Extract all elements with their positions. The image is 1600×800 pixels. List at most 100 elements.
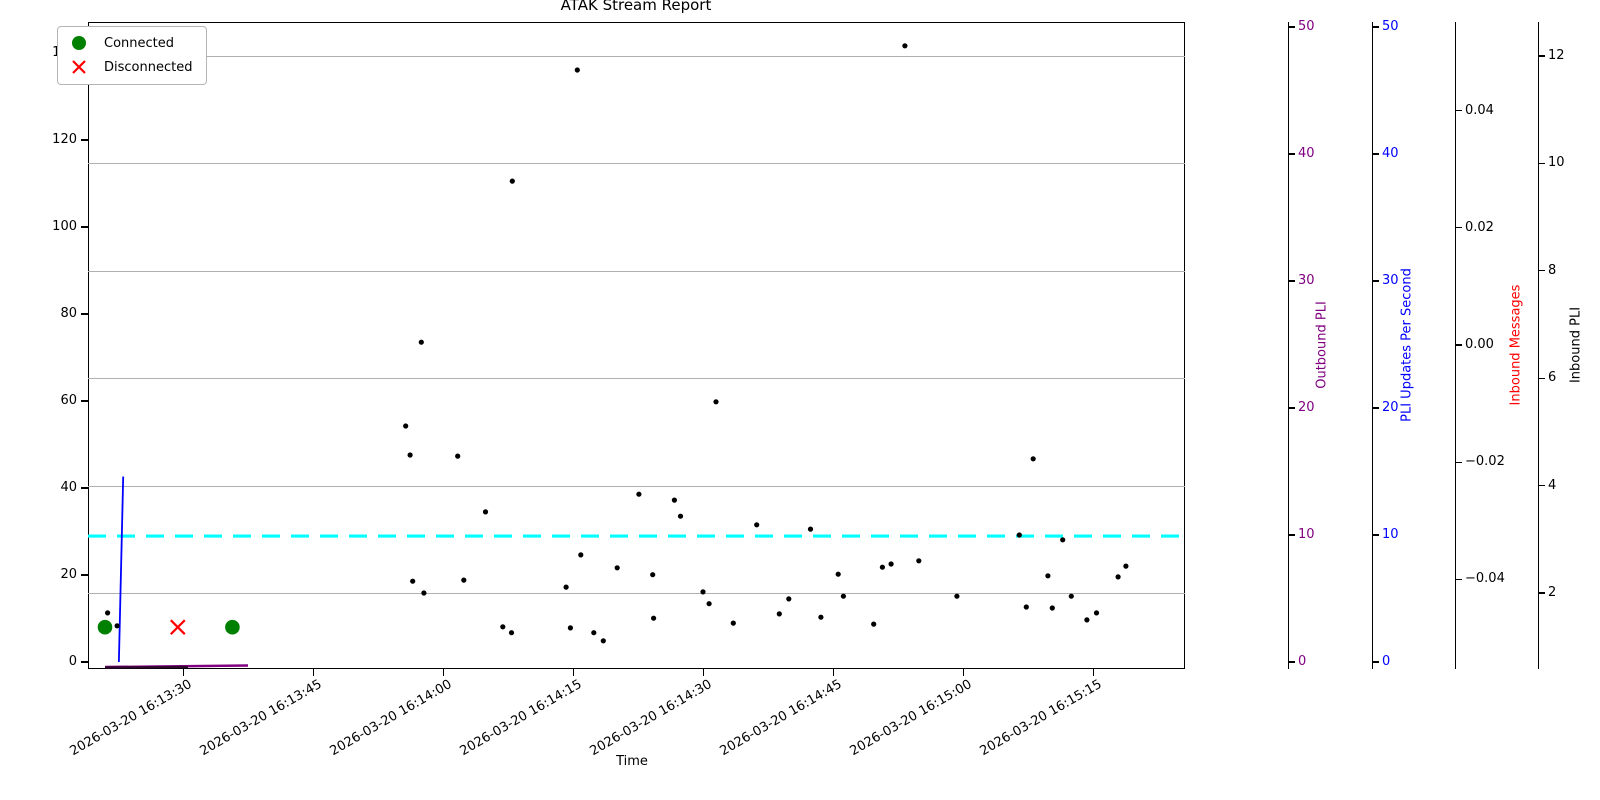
right-axis-tick-label: 10	[1548, 155, 1565, 171]
right-axis-tick	[1456, 578, 1462, 581]
right-axis-tick	[1373, 26, 1379, 28]
right-axis-tick-label: 0	[1298, 654, 1307, 669]
y-tick-label: 0	[68, 654, 77, 669]
right-axis-spine	[1372, 22, 1374, 669]
right-axis-tick-label: 0	[1382, 654, 1391, 669]
right-axis-tick-label: 50	[1298, 19, 1315, 34]
right-axis-tick	[1456, 344, 1462, 346]
right-axis-tick	[1539, 377, 1545, 379]
right-axis-title: Outbound PLI	[1314, 301, 1330, 389]
right-axis-tick-label: 4	[1548, 477, 1557, 493]
right-axis-tick-label: 0.00	[1465, 337, 1494, 352]
right-axis-tick-label: 30	[1298, 273, 1315, 288]
legend-label-connected: Connected	[104, 35, 175, 51]
right-axis-tick	[1373, 661, 1379, 663]
right-axis-tick-label: 30	[1382, 273, 1399, 288]
y-tick-label: 60	[60, 393, 77, 408]
right-axis-tick	[1456, 461, 1462, 463]
connected-marker-icon	[72, 36, 86, 50]
right-axis-tick	[1539, 592, 1545, 594]
x-tick	[963, 669, 965, 676]
right-axis-tick	[1373, 280, 1379, 282]
plot-area	[88, 22, 1185, 669]
x-tick	[833, 669, 835, 676]
y-tick	[81, 139, 88, 141]
right-axis-spine	[1288, 22, 1290, 669]
right-axis-tick	[1373, 153, 1379, 155]
right-axis-tick	[1289, 407, 1295, 409]
legend-item-connected: Connected	[68, 33, 192, 53]
x-axis-label: Time	[616, 754, 648, 769]
disconnected-marker-icon	[72, 60, 86, 74]
right-axis-tick-label: 0.02	[1465, 219, 1494, 235]
gridline	[88, 485, 1185, 487]
right-axis-tick-label: 20	[1298, 400, 1315, 415]
chart-title: ATAK Stream Report	[560, 0, 712, 14]
right-axis-tick	[1373, 534, 1379, 536]
right-axis-tick-label: −0.04	[1465, 571, 1505, 587]
y-tick	[81, 226, 88, 228]
right-axis-tick-label: 40	[1382, 146, 1399, 161]
gridline	[88, 163, 1185, 165]
y-tick	[81, 313, 88, 315]
right-axis-spine	[1455, 22, 1457, 669]
y-tick-label: 80	[60, 306, 77, 321]
x-tick	[703, 669, 705, 676]
right-axis-spine	[1538, 22, 1540, 669]
x-tick-label: 2026-03-20 16:13:30	[67, 677, 195, 760]
right-axis-tick-label: 20	[1382, 400, 1399, 415]
right-axis-tick-label: 50	[1382, 19, 1399, 34]
right-axis-tick-label: −0.02	[1465, 454, 1505, 470]
legend-item-disconnected: Disconnected	[68, 57, 192, 77]
right-axis-title: PLI Updates Per Second	[1399, 268, 1415, 422]
right-axis-tick-label: 6	[1548, 370, 1557, 386]
x-tick-label: 2026-03-20 16:13:45	[197, 677, 325, 760]
gridline	[88, 56, 1185, 57]
right-axis-tick	[1289, 661, 1295, 663]
y-tick	[81, 574, 88, 576]
right-axis-tick	[1539, 162, 1545, 165]
y-tick-label: 100	[52, 219, 77, 234]
y-tick	[81, 661, 88, 663]
x-tick-label: 2026-03-20 16:14:15	[457, 677, 585, 760]
right-axis-tick-label: 8	[1548, 262, 1557, 278]
x-tick-label: 2026-03-20 16:15:15	[977, 677, 1105, 760]
gridline	[88, 378, 1185, 380]
y-tick-label: 120	[52, 132, 77, 147]
right-axis-title: Inbound Messages	[1508, 284, 1524, 406]
y-tick	[81, 487, 88, 489]
right-axis-tick-label: 12	[1548, 48, 1565, 63]
gridline	[88, 593, 1185, 594]
x-tick-label: 2026-03-20 16:15:00	[847, 677, 975, 760]
x-tick	[183, 669, 185, 676]
x-tick	[1093, 669, 1095, 676]
legend: Connected Disconnected	[57, 26, 208, 85]
right-axis-title: Inbound PLI	[1568, 306, 1584, 384]
right-axis-tick	[1289, 280, 1295, 282]
x-tick-label: 2026-03-20 16:14:45	[717, 677, 845, 760]
x-tick	[443, 669, 445, 676]
right-axis-tick	[1539, 55, 1545, 57]
right-axis-tick-label: 10	[1382, 527, 1399, 542]
y-tick-label: 40	[60, 480, 77, 495]
right-axis-tick	[1289, 26, 1295, 28]
gridline	[88, 270, 1185, 272]
legend-label-disconnected: Disconnected	[104, 59, 193, 75]
right-axis-tick	[1456, 110, 1462, 112]
right-axis-tick	[1539, 485, 1545, 487]
right-axis-tick-label: 2	[1548, 585, 1557, 600]
right-axis-tick	[1539, 270, 1545, 272]
x-tick	[313, 669, 315, 676]
right-axis-tick	[1373, 407, 1379, 409]
x-tick-label: 2026-03-20 16:14:30	[587, 677, 715, 760]
right-axis-tick-label: 0.04	[1465, 102, 1494, 118]
x-tick	[573, 669, 575, 676]
right-axis-tick-label: 10	[1298, 527, 1315, 542]
right-axis-tick	[1289, 534, 1295, 536]
y-tick-label: 20	[60, 567, 77, 582]
x-tick-label: 2026-03-20 16:14:00	[327, 677, 455, 760]
right-axis-tick	[1289, 153, 1295, 155]
right-axis-tick	[1456, 227, 1462, 229]
right-axis-tick-label: 40	[1298, 146, 1315, 161]
